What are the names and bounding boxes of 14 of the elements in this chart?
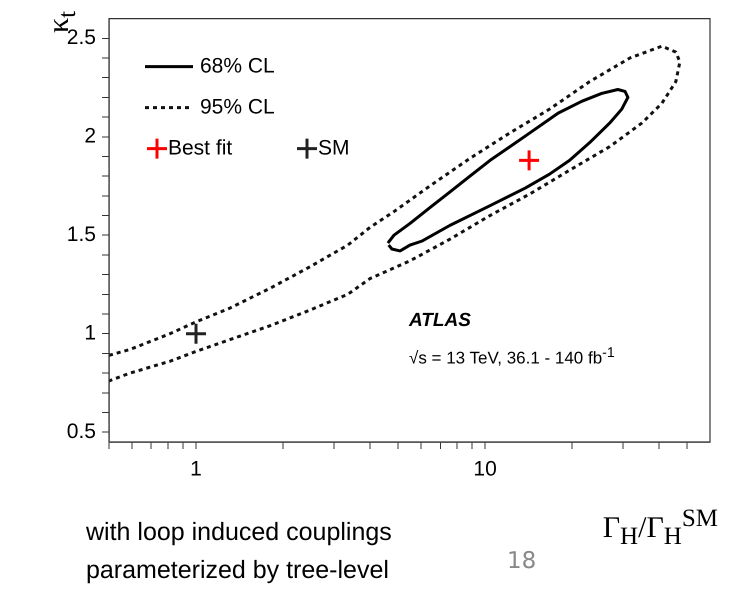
y-tick-label: 2: [84, 124, 96, 148]
annotation: ATLAS: [409, 310, 471, 332]
legend-label: SM: [318, 136, 350, 160]
y-tick-label: 0.5: [66, 420, 96, 443]
legend-label: Best fit: [168, 136, 232, 160]
text: parameterized by tree-level: [86, 556, 389, 585]
text: with loop induced couplings: [86, 518, 392, 547]
annotation: √s = 13 TeV, 36.1 - 140 fb$^{-1}$: [409, 345, 615, 369]
text: 18: [507, 548, 536, 574]
legend-label: 68% CL: [200, 54, 275, 78]
legend-label: 95% CL: [200, 95, 275, 118]
y-tick-label: 1.5: [66, 223, 96, 246]
x-tick-label: 10: [473, 457, 497, 480]
y-tick-label: 1: [84, 321, 96, 344]
